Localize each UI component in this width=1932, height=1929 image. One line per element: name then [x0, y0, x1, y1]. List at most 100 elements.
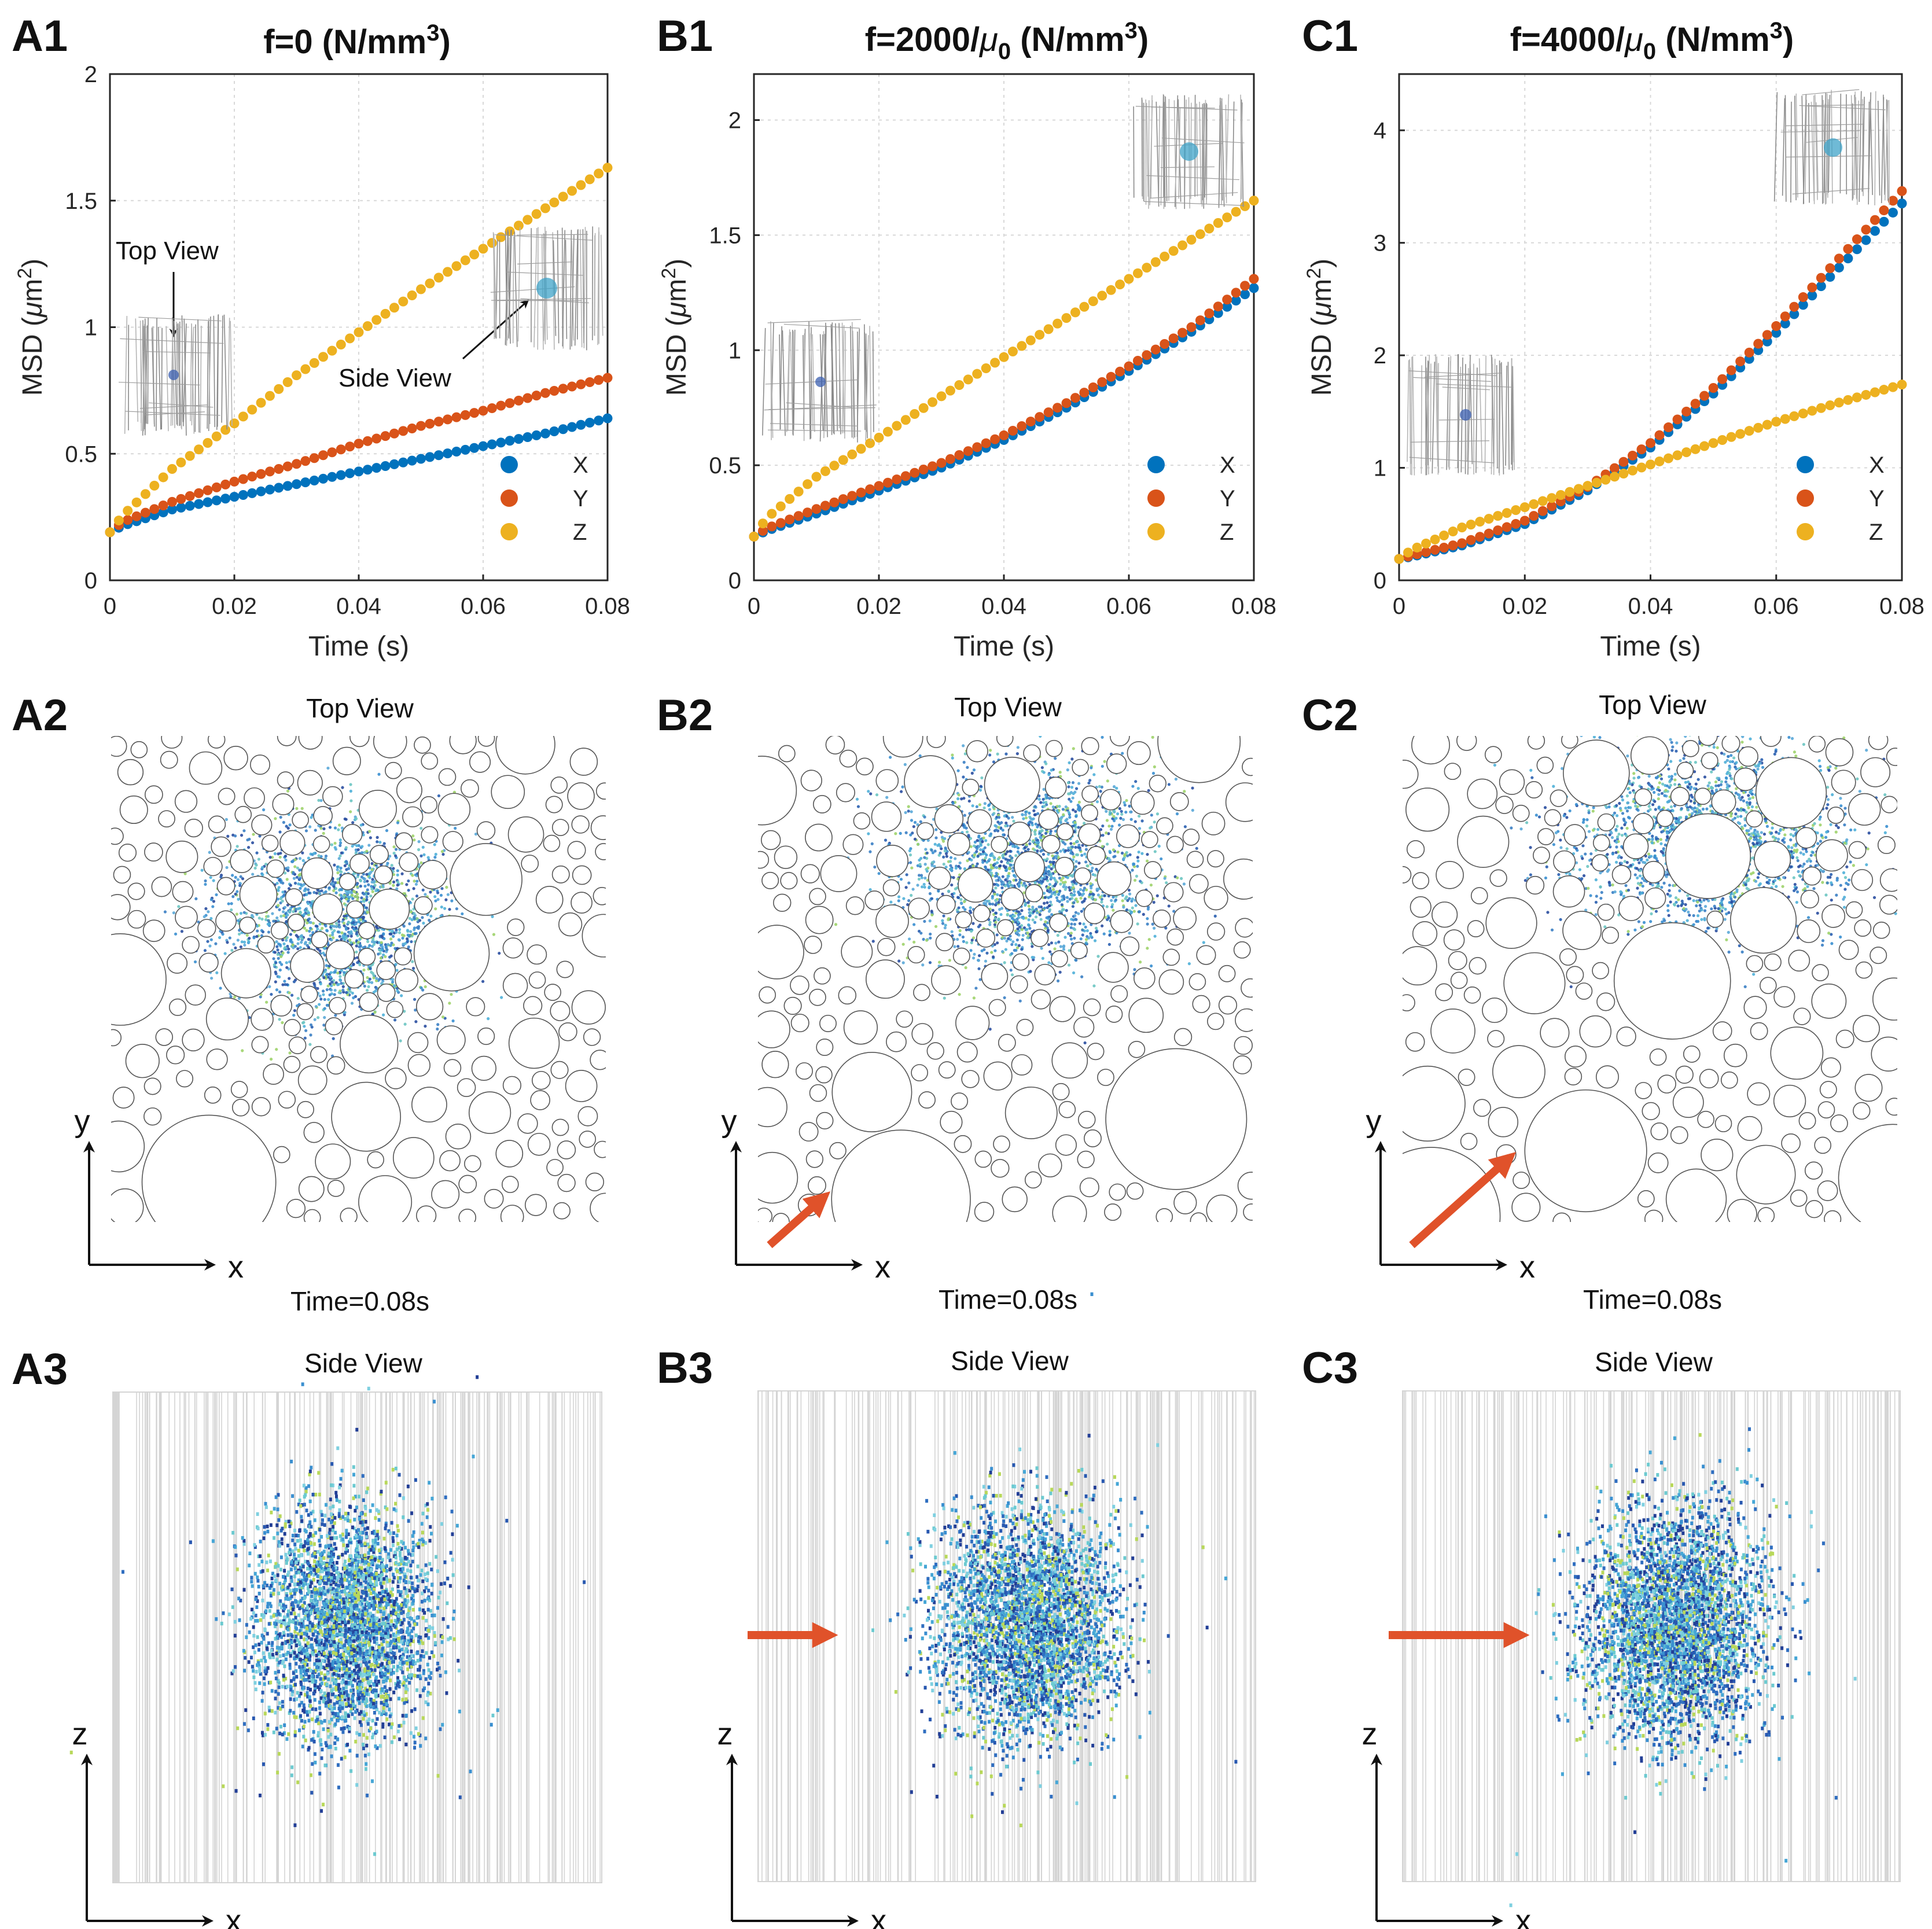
legend-label-y: Y [1220, 486, 1235, 511]
data-point-y [1124, 361, 1134, 371]
y-tick-label-c1: 1 [1374, 456, 1386, 481]
data-point-z [1403, 547, 1414, 558]
data-point-z [900, 415, 911, 425]
legend-label-x: X [573, 452, 588, 478]
data-point-z [1618, 469, 1629, 479]
top-view-b2: xy [722, 736, 1253, 1284]
legend-label-z: Z [1220, 520, 1234, 545]
data-point-z [1583, 481, 1593, 491]
cylinder-inset [119, 314, 233, 436]
data-point-z [1204, 223, 1215, 234]
data-point-z [1753, 422, 1764, 433]
data-point-z [1132, 268, 1143, 278]
data-point-y [811, 504, 822, 514]
data-point-y [1780, 311, 1790, 322]
data-point-z [1466, 520, 1476, 530]
particle-cloud-side [1509, 1427, 1857, 1908]
data-point-z [425, 278, 435, 289]
data-point-x [584, 418, 595, 428]
data-point-z [1475, 517, 1485, 527]
data-point-z [945, 385, 955, 396]
data-point-z [1807, 406, 1817, 416]
data-point-z [1177, 240, 1188, 251]
data-point-z [1672, 450, 1683, 461]
x-tick-label-b1: 0 [748, 594, 760, 619]
data-point-y [882, 477, 893, 488]
data-point-y [1195, 315, 1205, 326]
data-point-x [451, 447, 462, 457]
data-point-x [1807, 290, 1817, 301]
x-tick-label-c1: 0.06 [1754, 594, 1799, 619]
data-point-y [1053, 403, 1063, 413]
data-point-y [1249, 274, 1259, 284]
series-z-a1 [105, 163, 613, 538]
data-point-y [928, 461, 938, 472]
data-point-z [274, 384, 284, 394]
data-point-x [158, 507, 168, 518]
legend-marker-z [1147, 523, 1165, 540]
data-point-z [229, 418, 240, 429]
side-view-title-b3: Side View [951, 1346, 1069, 1376]
data-point-z [1430, 534, 1440, 544]
data-point-y [1870, 215, 1880, 225]
data-point-y [247, 472, 257, 482]
data-point-z [865, 438, 875, 448]
data-point-z [1213, 218, 1223, 228]
panel-a3: A3 Side View xz [12, 1345, 602, 1929]
data-point-y [1897, 186, 1907, 196]
data-point-z [1708, 438, 1718, 448]
data-point-x [203, 497, 213, 507]
panel-b2: B2 Top View xy Time=0.08s [657, 691, 1253, 1315]
data-point-y [1150, 344, 1161, 355]
y-tick-label-b1: 1.5 [709, 223, 741, 248]
data-point-y [1825, 263, 1835, 274]
data-point-y [757, 525, 768, 536]
x-tick-label-b1: 0.06 [1106, 594, 1151, 619]
data-point-x [558, 424, 568, 435]
data-point-y [1699, 391, 1710, 401]
data-point-y [451, 412, 462, 422]
data-point-z [487, 238, 497, 248]
data-point-y [838, 494, 848, 505]
data-point-z [999, 352, 1009, 362]
data-point-x [362, 465, 373, 475]
data-point-y [345, 441, 355, 452]
data-point-y [220, 479, 231, 489]
data-point-x [425, 452, 435, 462]
data-point-y [1852, 234, 1862, 245]
axis-label-x: x [1515, 1904, 1531, 1929]
legend-label-x: X [1869, 452, 1885, 478]
cylinder-inset [762, 319, 877, 443]
data-point-z [1070, 307, 1080, 318]
data-point-z [522, 215, 533, 225]
data-point-z [318, 352, 329, 362]
data-point-x [185, 500, 195, 511]
data-point-z [1565, 487, 1575, 497]
data-point-y [1457, 538, 1467, 548]
panel-label-c3: C3 [1302, 1343, 1358, 1393]
data-point-y [398, 426, 409, 436]
data-point-z [1897, 380, 1907, 390]
legend-marker-y [1147, 489, 1165, 507]
panel-label-a1: A1 [12, 12, 68, 61]
row-msd-charts: A1 f=0 (N/mm3) 0 0.02 0.04 0.06 0.08 0 0.5 1 1.5… [12, 12, 1924, 662]
data-point-x [1897, 198, 1907, 209]
data-point-z [380, 308, 391, 319]
data-point-y [327, 447, 337, 458]
data-point-z [1879, 385, 1889, 395]
data-point-y [1753, 338, 1764, 349]
data-point-y [1421, 547, 1431, 557]
top-view-title-c2: Top View [1599, 690, 1707, 720]
data-point-x [345, 468, 355, 478]
data-point-y [1547, 501, 1557, 511]
data-point-x [1834, 262, 1844, 273]
data-point-x [576, 419, 586, 430]
data-point-y [954, 450, 965, 461]
cylinder-insets [119, 89, 1890, 476]
particle-cloud-inset [815, 377, 826, 387]
data-point-y [1690, 399, 1701, 409]
data-point-z [811, 472, 822, 482]
data-point-y [505, 398, 515, 408]
data-point-x [256, 486, 266, 496]
data-point-z [1555, 490, 1566, 500]
